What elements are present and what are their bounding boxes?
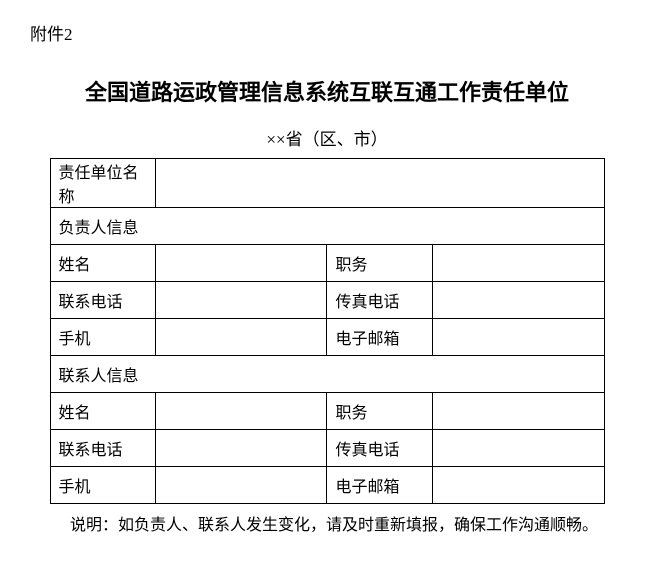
mobile-label: 手机 <box>50 467 156 504</box>
contact-email-value <box>433 467 604 504</box>
email-label: 电子邮箱 <box>327 467 433 504</box>
contact-fax-value <box>433 430 604 467</box>
page-title: 全国道路运政管理信息系统互联互通工作责任单位 <box>25 75 629 107</box>
table-row: 联系电话 传真电话 <box>50 430 604 467</box>
contact-phone-value <box>156 430 327 467</box>
table-row: 手机 电子邮箱 <box>50 319 604 356</box>
table-row: 联系人信息 <box>50 356 604 393</box>
table-row: 负责人信息 <box>50 208 604 245</box>
page-subtitle: ××省（区、市） <box>25 125 629 150</box>
position-label: 职务 <box>327 245 433 282</box>
email-label: 电子邮箱 <box>327 319 433 356</box>
name-label: 姓名 <box>50 245 156 282</box>
responsible-mobile-value <box>156 319 327 356</box>
fax-label: 传真电话 <box>327 282 433 319</box>
responsible-phone-value <box>156 282 327 319</box>
mobile-label: 手机 <box>50 319 156 356</box>
responsible-name-value <box>156 245 327 282</box>
name-label: 姓名 <box>50 393 156 430</box>
table-row: 姓名 职务 <box>50 393 604 430</box>
unit-name-label: 责任单位名称 <box>50 159 156 208</box>
contact-section-header: 联系人信息 <box>50 356 604 393</box>
table-row: 姓名 职务 <box>50 245 604 282</box>
responsible-section-header: 负责人信息 <box>50 208 604 245</box>
responsible-fax-value <box>433 282 604 319</box>
contact-position-value <box>433 393 604 430</box>
responsible-email-value <box>433 319 604 356</box>
contact-name-value <box>156 393 327 430</box>
responsible-position-value <box>433 245 604 282</box>
position-label: 职务 <box>327 393 433 430</box>
attachment-label: 附件2 <box>30 20 629 45</box>
responsibility-form-table: 责任单位名称 负责人信息 姓名 职务 联系电话 传真电话 手机 电子邮箱 联系人… <box>50 158 605 504</box>
table-row: 手机 电子邮箱 <box>50 467 604 504</box>
table-row: 联系电话 传真电话 <box>50 282 604 319</box>
table-row: 责任单位名称 <box>50 159 604 208</box>
footer-note: 说明：如负责人、联系人发生变化，请及时重新填报，确保工作沟通顺畅。 <box>70 514 629 538</box>
contact-mobile-value <box>156 467 327 504</box>
unit-name-value <box>156 159 604 208</box>
phone-label: 联系电话 <box>50 282 156 319</box>
phone-label: 联系电话 <box>50 430 156 467</box>
fax-label: 传真电话 <box>327 430 433 467</box>
